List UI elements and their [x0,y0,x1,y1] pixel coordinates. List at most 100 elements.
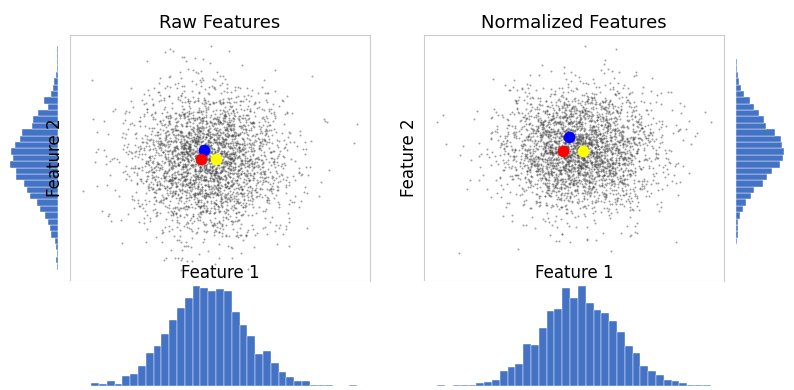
Point [195,156,208,162]
Point [184,188,197,194]
Point [576,139,589,145]
Point [148,132,161,138]
Point [224,197,237,203]
Point [633,111,646,117]
Point [607,177,619,184]
Point [551,173,564,179]
Point [518,162,531,168]
Point [185,145,198,152]
Point [565,154,577,161]
Point [198,194,210,200]
Point [500,137,513,144]
Point [269,113,282,119]
Point [233,144,245,150]
Point [207,182,220,188]
Point [181,195,194,201]
Point [613,162,626,168]
Point [195,209,207,215]
Point [597,105,610,111]
Point [592,131,605,138]
Point [213,255,225,261]
Point [227,204,240,210]
Point [220,159,233,165]
Point [298,189,310,195]
Point [192,89,205,95]
Point [545,163,558,169]
Point [272,103,285,109]
Point [644,181,657,187]
Point [229,210,242,216]
Point [542,145,555,151]
Point [541,184,553,190]
Point [218,142,231,149]
Point [499,82,511,88]
Point [218,112,230,119]
Point [570,142,583,149]
Point [272,199,284,205]
Point [239,126,252,132]
Point [568,108,580,114]
Point [572,137,585,143]
Point [246,122,259,129]
Point [168,191,181,197]
Point [580,98,593,104]
Point [583,179,596,186]
Point [607,143,620,149]
Point [313,193,326,199]
Point [201,191,214,197]
Point [559,179,572,185]
Point [211,224,224,230]
Bar [578,286,586,386]
Point [564,116,576,122]
Point [597,132,610,138]
Point [542,215,555,221]
Point [600,156,613,162]
Point [208,100,221,106]
Point [548,174,561,180]
Point [565,189,578,195]
Point [238,157,251,163]
Point [172,131,184,138]
Point [555,147,568,153]
Point [601,107,614,113]
Bar [38,110,58,117]
Point [565,78,578,84]
Point [245,87,258,94]
Point [579,110,592,116]
Point [267,101,279,108]
Point [204,133,217,140]
Point [150,161,163,167]
Point [540,142,553,148]
Point [172,151,184,158]
Point [178,177,191,183]
Point [159,175,172,181]
Point [162,141,175,147]
Point [533,106,545,112]
Point [535,134,548,140]
Point [249,137,262,144]
Point [580,195,593,202]
Point [208,229,221,235]
Point [170,122,183,129]
Point [191,168,204,175]
Point [491,190,504,196]
Point [538,172,550,179]
Point [493,133,506,139]
Point [591,146,603,152]
Point [117,129,129,136]
Point [661,166,673,172]
Point [222,165,234,171]
Point [222,48,235,55]
Point [217,73,229,79]
Point [222,117,235,123]
Point [108,155,121,161]
Point [246,161,259,167]
Point [544,150,557,156]
Point [203,167,216,173]
Point [572,213,584,219]
Point [508,77,521,83]
Point [273,138,286,145]
Point [543,121,556,128]
Point [193,105,206,111]
Point [213,175,225,181]
